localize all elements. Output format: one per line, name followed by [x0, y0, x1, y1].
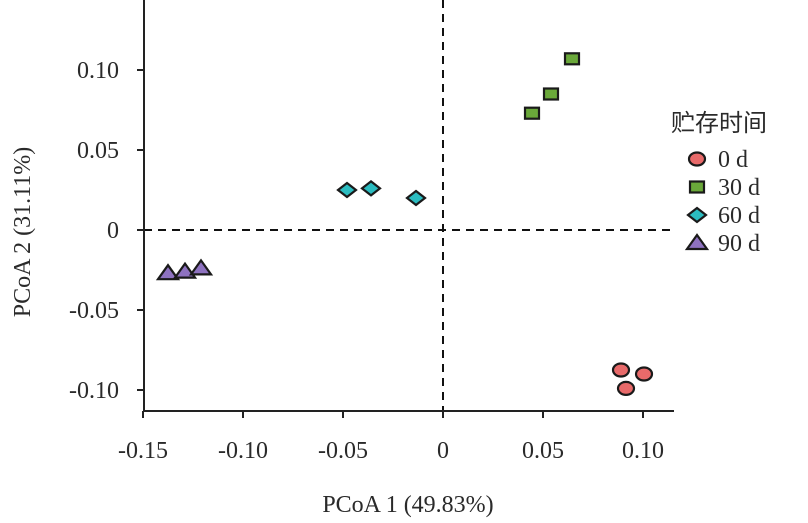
- legend-marker-diamond: [686, 206, 708, 224]
- data-point-square: [523, 106, 541, 120]
- y-tick-label: 0.10: [77, 58, 119, 84]
- x-tick-label: -0.05: [318, 438, 368, 464]
- axes: -0.15 -0.10 -0.05 0 0.05 0.10 0.10 0.05 0 -0.05 -0…: [69, 0, 674, 464]
- legend-marker-square: [688, 180, 706, 194]
- x-axis-title: PCoA 1 (49.83%): [322, 492, 493, 518]
- y-tick-label: 0.05: [77, 138, 119, 164]
- x-tick-label: 0.05: [522, 438, 564, 464]
- data-points: [155, 52, 654, 396]
- legend-item: 90 d: [684, 231, 760, 257]
- data-point-triangle: [188, 258, 214, 276]
- x-tick-label: -0.10: [218, 438, 268, 464]
- legend: 贮存时间 0 d30 d60 d90 d: [671, 110, 767, 257]
- data-point-square: [563, 52, 581, 66]
- data-point-triangle: [155, 263, 181, 281]
- legend-marker-triangle: [684, 233, 710, 251]
- y-tick-label: -0.10: [69, 378, 119, 404]
- legend-label: 0 d: [718, 147, 748, 173]
- y-tick-label: -0.05: [69, 298, 119, 324]
- legend-label: 30 d: [718, 175, 760, 201]
- reference-lines: [144, 0, 672, 411]
- series-90-d: [155, 258, 214, 281]
- y-tick-label: 0: [107, 218, 119, 244]
- legend-item: 0 d: [687, 147, 748, 173]
- series-30-d: [523, 52, 581, 120]
- data-point-circle: [616, 380, 636, 396]
- legend-marker-circle: [687, 151, 707, 167]
- data-point-diamond: [360, 180, 382, 197]
- data-point-circle: [634, 366, 654, 382]
- legend-item: 60 d: [686, 203, 760, 229]
- series-0-d: [611, 362, 654, 396]
- series-60-d: [336, 180, 427, 207]
- legend-item: 30 d: [688, 175, 760, 201]
- y-axis-title: PCoA 2 (31.11%): [10, 147, 36, 317]
- x-tick-label: -0.15: [118, 438, 168, 464]
- data-point-diamond: [405, 189, 427, 207]
- legend-title: 贮存时间: [671, 110, 767, 137]
- data-point-circle: [611, 362, 631, 378]
- x-tick-label: 0.10: [622, 438, 664, 464]
- legend-label: 60 d: [718, 203, 760, 229]
- data-point-diamond: [336, 181, 358, 199]
- x-tick-label: 0: [437, 438, 449, 464]
- data-point-square: [542, 87, 560, 101]
- legend-label: 90 d: [718, 231, 760, 257]
